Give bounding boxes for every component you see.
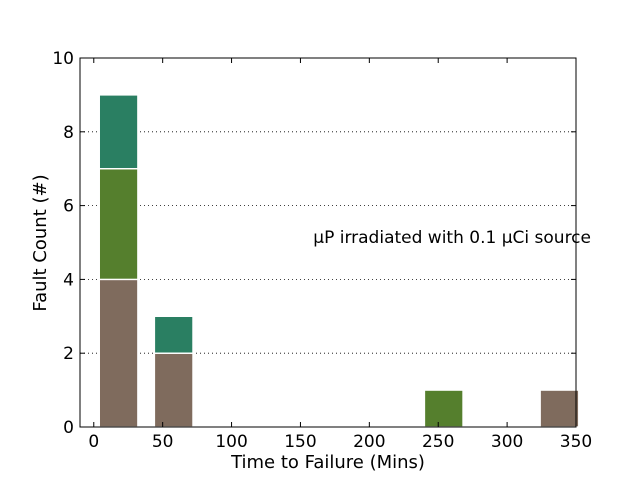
- bar-bin-1-segment-0: [153, 352, 194, 428]
- x-tick-label-100: 100: [215, 432, 247, 452]
- bar-bin-0-segment-2: [98, 94, 139, 170]
- y-tick-label-10: 10: [52, 49, 74, 69]
- y-axis-label: Fault Count (#): [30, 174, 51, 311]
- y-tick-label-6: 6: [63, 197, 74, 217]
- bar-bin-3-segment-0: [539, 389, 580, 428]
- bar-bin-1-segment-1: [153, 315, 194, 354]
- x-tick-label-350: 350: [560, 432, 592, 452]
- chart-annotation: μP irradiated with 0.1 μCi source: [313, 228, 591, 248]
- y-tick-label-8: 8: [63, 123, 74, 143]
- x-tick-label-0: 0: [88, 432, 99, 452]
- plot-frame: [79, 57, 577, 428]
- axis-ticks: 0 50 100 150 200 250 300 350 0 2 4 6 8 10: [52, 49, 592, 452]
- x-tick-label-250: 250: [422, 432, 454, 452]
- y-tick-label-2: 2: [63, 344, 74, 364]
- bar-bin-0-segment-1: [98, 167, 139, 281]
- y-tick-label-0: 0: [63, 418, 74, 438]
- x-tick-label-300: 300: [491, 432, 523, 452]
- x-tick-label-200: 200: [353, 432, 385, 452]
- x-axis-label: Time to Failure (Mins): [230, 452, 425, 473]
- x-tick-label-50: 50: [152, 432, 174, 452]
- bar-bin-0-segment-0: [98, 278, 139, 428]
- grid: [80, 131, 576, 354]
- y-tick-label-4: 4: [63, 270, 74, 290]
- bar-bin-2-segment-0: [423, 389, 464, 428]
- bars: [98, 94, 580, 428]
- x-tick-label-150: 150: [284, 432, 316, 452]
